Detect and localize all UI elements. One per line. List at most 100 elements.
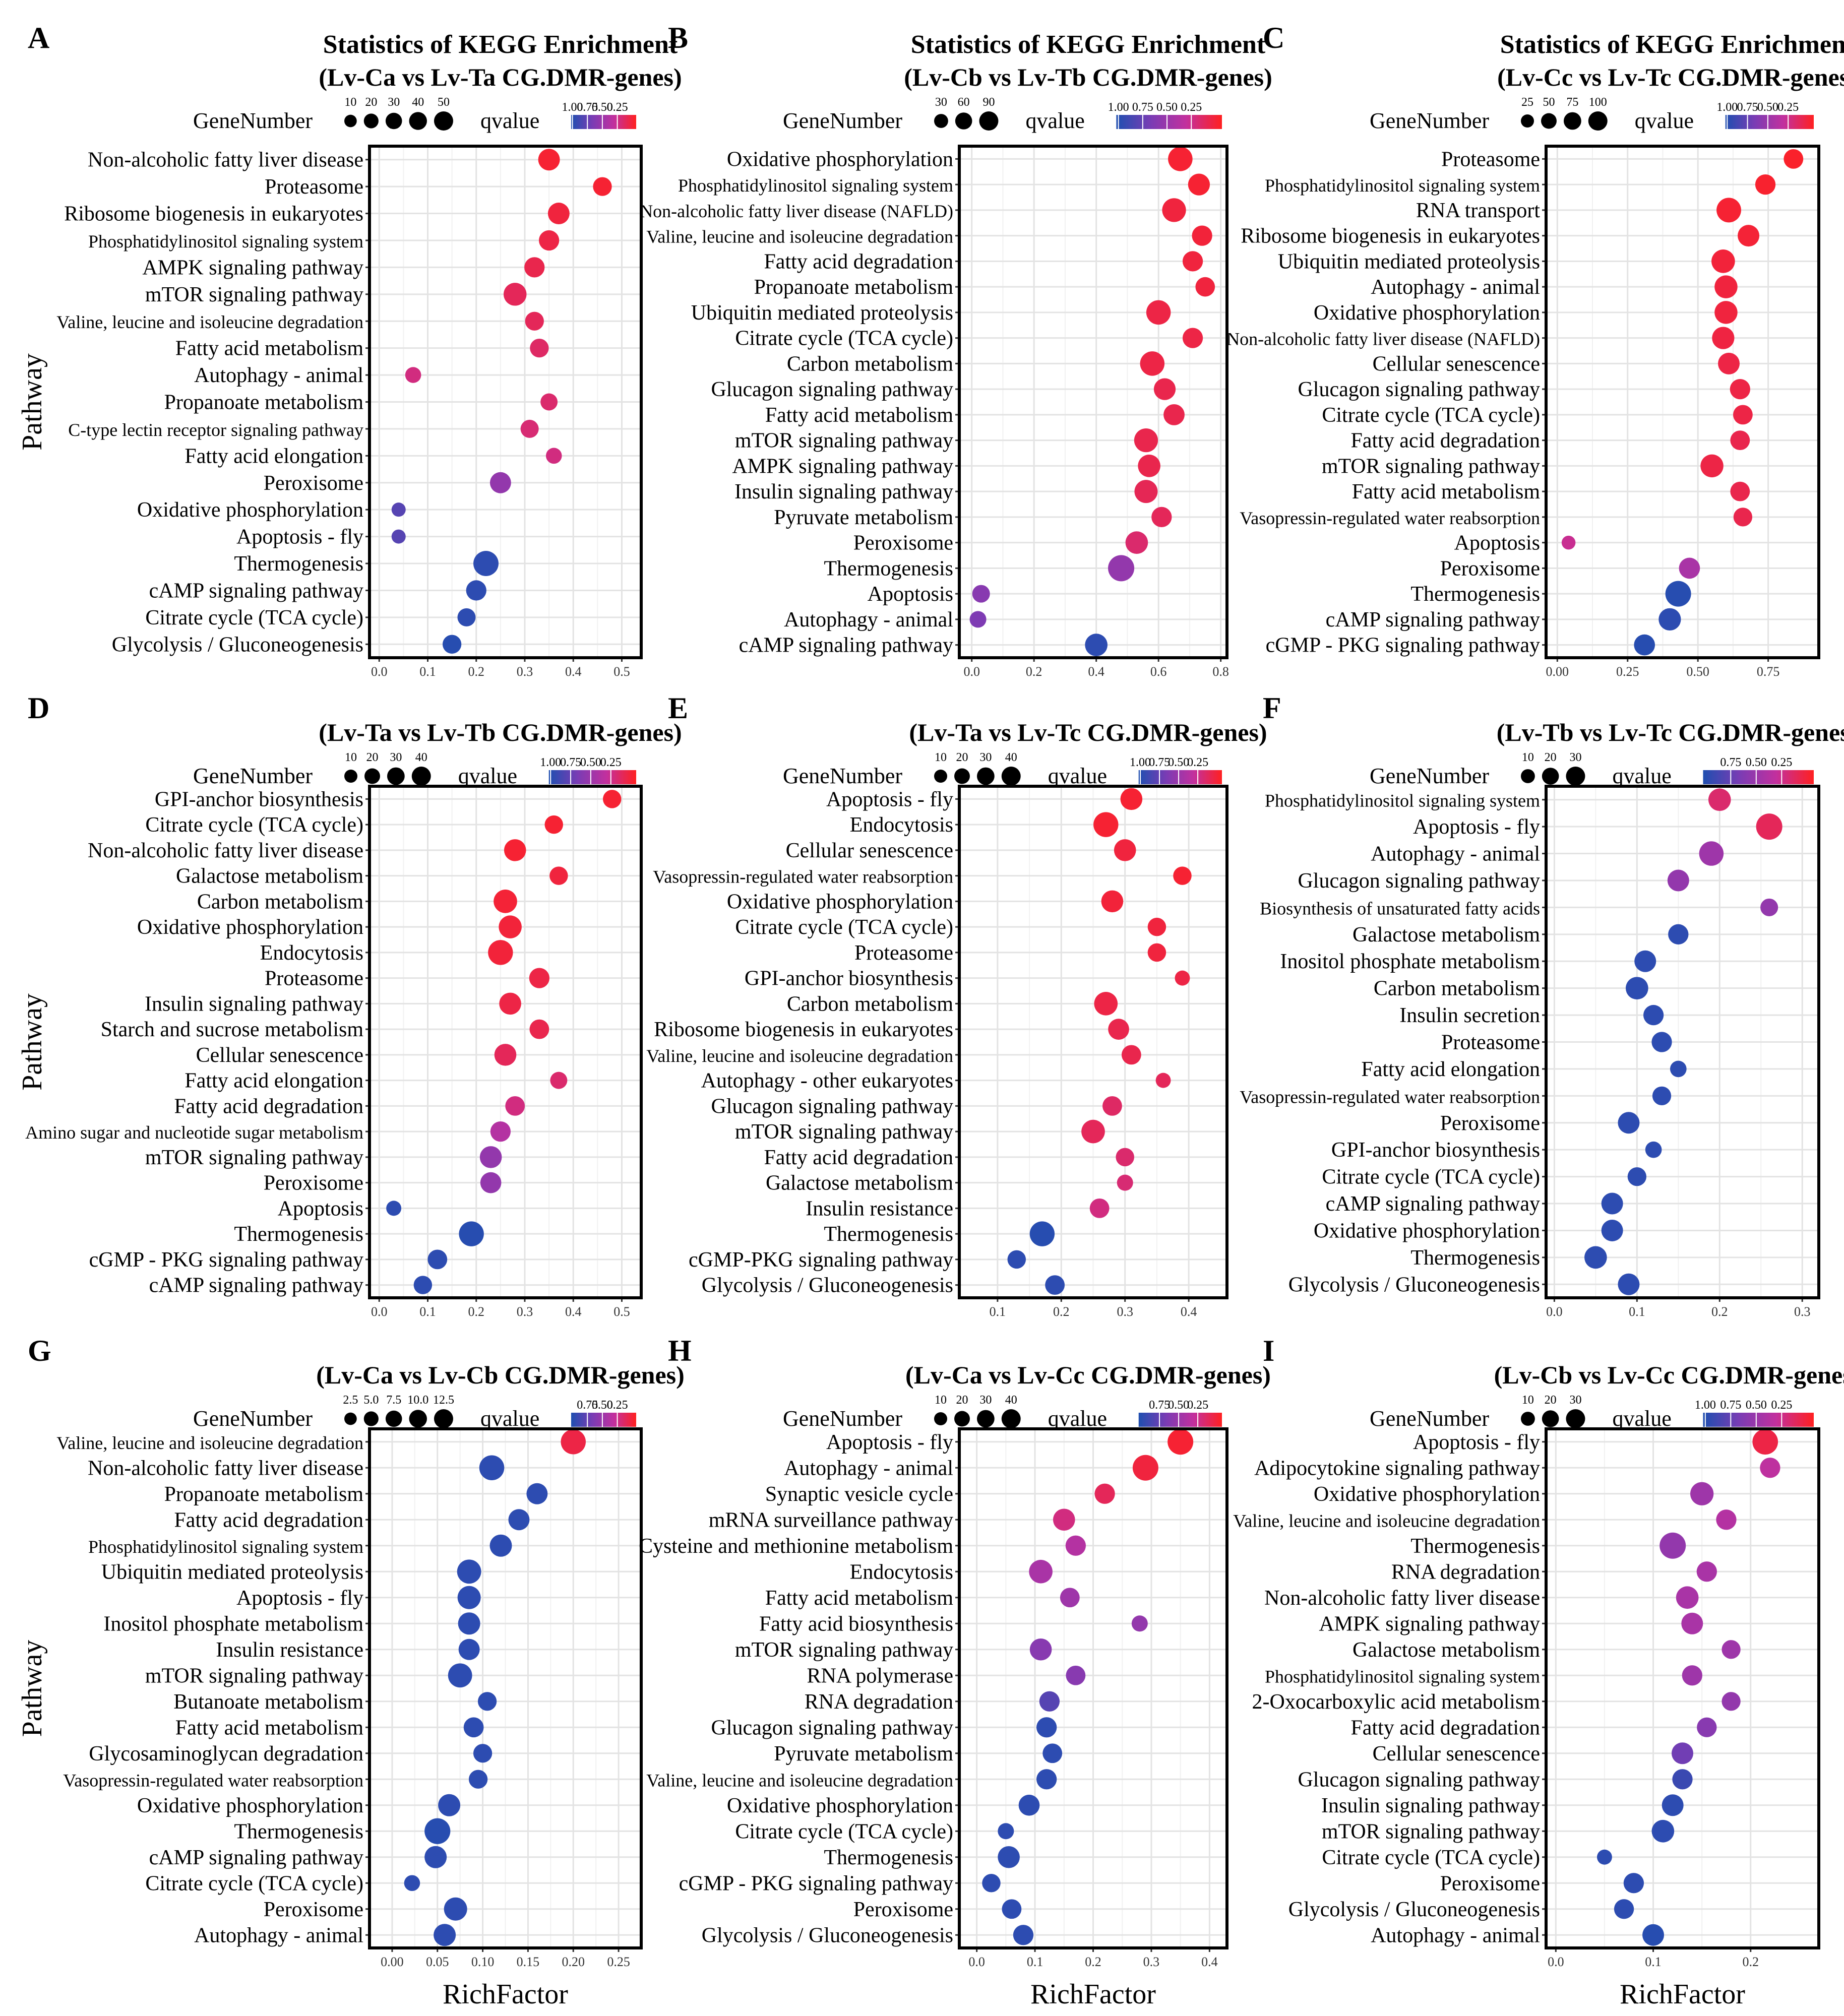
panel-letter: A (28, 21, 49, 54)
pathway-label: mTOR signaling pathway (145, 1664, 363, 1687)
data-point (424, 1818, 451, 1844)
legend-size-label: 30 (979, 1394, 992, 1407)
legend-size-label: 12.5 (433, 1394, 454, 1407)
data-point (1094, 1483, 1115, 1504)
panel-e: E (Lv-Ta vs Lv-Tc CG.DMR-genes) GeneNumber… (646, 691, 1267, 1319)
pathway-label: Cellular senescence (1373, 352, 1540, 375)
legend-colorbar (1725, 115, 1814, 129)
data-point (434, 1924, 456, 1946)
legend-colorbar (1138, 1413, 1222, 1427)
pathway-label: AMPK signaling pathway (732, 455, 953, 478)
legend-size-dot (387, 767, 405, 785)
legend-size-dot (1521, 769, 1535, 783)
legend-q-tick: 0.25 (607, 101, 628, 114)
pathway-label: Citrate cycle (TCA cycle) (735, 327, 953, 350)
pathway-label: Glycolysis / Gluconeogenesis (1288, 1273, 1540, 1296)
chart-title: Statistics of KEGG Enrichment (911, 30, 1266, 59)
pathway-label: cGMP - PKG signaling pathway (89, 1248, 363, 1272)
pathway-label: Insulin resistance (216, 1639, 363, 1662)
pathway-label: Glucagon signaling pathway (1298, 1768, 1540, 1791)
data-point (457, 608, 476, 626)
x-tick-label: 0.2 (468, 664, 485, 679)
data-point (1668, 924, 1689, 944)
data-point (1682, 1665, 1702, 1686)
data-point (529, 1019, 549, 1039)
legend-size-label: 30 (388, 96, 400, 109)
pathway-label: Cellular senescence (786, 839, 953, 862)
pathway-label: Citrate cycle (TCA cycle) (145, 1872, 363, 1895)
data-point (1120, 788, 1143, 810)
chart-subtitle: (Lv-Ta vs Lv-Tc CG.DMR-genes) (909, 718, 1267, 746)
pathway-label: Inositol phosphate metabolism (103, 1612, 363, 1635)
pathway-label: Glucagon signaling pathway (711, 378, 953, 401)
data-point (1045, 1275, 1065, 1295)
legend-q-tick: 0.75 (1149, 756, 1170, 769)
pathway-label: Ubiquitin mediated proteolysis (101, 1560, 363, 1584)
pathway-label: Vasopressin-regulated water reabsorption (1240, 508, 1540, 528)
legend-q-label: qvalue (480, 1406, 539, 1431)
data-point (1700, 454, 1724, 478)
pathway-label: Proteasome (1441, 1031, 1540, 1054)
pathway-label: Valine, leucine and isoleucine degradati… (646, 227, 953, 247)
legend-size-dot (1588, 111, 1608, 131)
legend-size-label: 30 (390, 751, 402, 764)
legend-q-tick: 0.50 (580, 756, 601, 769)
y-axis-title: Pathway (17, 1640, 48, 1737)
legend-size-dot (954, 1411, 970, 1427)
pathway-label: Carbon metabolism (197, 890, 363, 913)
data-point (1665, 581, 1691, 607)
legend-gene-label: GeneNumber (193, 1406, 313, 1431)
pathway-label: cGMP - PKG signaling pathway (679, 1872, 953, 1895)
data-point (550, 1072, 568, 1089)
data-point (1116, 1148, 1134, 1167)
chart-subtitle: (Lv-Cb vs Lv-Cc CG.DMR-genes) (1494, 1361, 1844, 1389)
pathway-label: Propanoate metabolism (164, 1483, 364, 1506)
legend: GeneNumber 30 60 90 qvalue 1.00 0.75 0.50 0.25 (783, 96, 1222, 133)
data-point (442, 635, 462, 654)
data-point (391, 502, 406, 517)
legend-size-dot (1563, 112, 1581, 130)
data-point (1696, 1561, 1717, 1582)
legend-q-tick: 0.25 (607, 1399, 628, 1412)
legend-q-label: qvalue (458, 764, 517, 788)
pathway-label: GPI-anchor biosynthesis (1331, 1139, 1540, 1162)
data-point (1036, 1717, 1057, 1738)
data-point (1029, 1638, 1052, 1661)
pathway-label: Glucagon signaling pathway (1298, 869, 1540, 893)
pathway-label: Oxidative phosphorylation (137, 916, 363, 939)
data-point (1102, 1096, 1122, 1116)
legend-size-dot (976, 1410, 995, 1428)
data-point (391, 529, 406, 544)
pathway-label: Cellular senescence (196, 1044, 363, 1067)
pathway-label: AMPK signaling pathway (142, 256, 363, 279)
pathway-label: Peroxisome (1440, 1872, 1540, 1895)
data-point (1002, 1899, 1022, 1919)
data-point (1561, 535, 1576, 550)
pathway-label: Apoptosis - fly (236, 1587, 363, 1610)
data-point (1716, 198, 1741, 223)
pathway-label: Fatty acid biosynthesis (759, 1612, 953, 1635)
pathway-label: Vasopressin-regulated water reabsorption (653, 867, 953, 887)
legend-gene-label: GeneNumber (1370, 108, 1489, 133)
pathway-label: Phosphatidylinositol signaling system (678, 175, 953, 196)
legend-size-dot (344, 114, 357, 128)
data-point (1755, 174, 1776, 195)
data-point (1667, 869, 1689, 892)
legend-q-tick: 0.25 (1777, 101, 1799, 114)
legend: GeneNumber 25 50 75 100 qvalue 1.000.750.500.2… (1370, 96, 1814, 133)
data-point (1618, 1112, 1640, 1134)
pathway-label: Fatty acid elongation (185, 1069, 363, 1093)
legend-gene-label: GeneNumber (783, 1406, 902, 1431)
pathway-label: Phosphatidylinositol signaling system (1265, 1666, 1540, 1686)
pathway-label: AMPK signaling pathway (1319, 1612, 1540, 1635)
data-point (444, 1897, 467, 1921)
legend: GeneNumber 10 20 30 40 qvalue 1.000.750.500.25 (783, 751, 1222, 788)
data-point (490, 1121, 511, 1142)
x-tick-label: 0.05 (426, 1955, 449, 1969)
plot-frame (1545, 145, 1820, 659)
data-point (530, 339, 549, 358)
pathway-label: Thermogenesis (1410, 583, 1540, 606)
data-point (1151, 507, 1172, 528)
pathway-label: Citrate cycle (TCA cycle) (145, 606, 363, 629)
